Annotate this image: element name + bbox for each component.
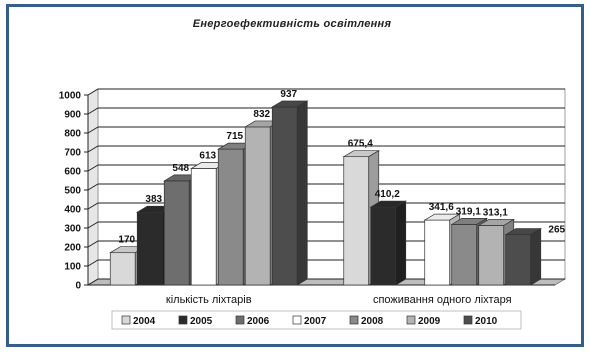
legend-box (111, 310, 522, 330)
y-tick-label: 800 (64, 129, 81, 140)
bar-front (478, 225, 505, 286)
gridline (87, 202, 565, 210)
legend-label: 2005 (190, 316, 213, 327)
gridline (87, 107, 565, 115)
bar-2010 (504, 228, 543, 286)
data-label: 937 (280, 89, 297, 100)
legend-label: 2008 (361, 316, 384, 327)
data-label: 383 (145, 194, 162, 205)
legend-swatch (178, 315, 188, 325)
legend-swatch (463, 315, 473, 325)
y-tick-label: 300 (64, 224, 81, 235)
data-label: 313,1 (483, 208, 508, 219)
bar-front (244, 126, 271, 286)
y-tick-label: 200 (64, 243, 81, 254)
bar-front (163, 180, 190, 286)
bar-front (109, 252, 136, 286)
data-label: 319,1 (456, 206, 481, 217)
gridline (87, 145, 565, 153)
bar-side (530, 228, 542, 286)
data-label: 832 (253, 109, 270, 120)
legend-label: 2009 (418, 316, 441, 327)
legend-label: 2006 (247, 316, 270, 327)
legend-label: 2004 (133, 316, 156, 327)
legend-label: 2007 (304, 316, 327, 327)
bar-layer (108, 100, 543, 286)
y-tick-label: 100 (64, 262, 81, 273)
chart-title: Енергоефективність освітлення (192, 18, 392, 30)
data-label: 170 (118, 235, 135, 246)
data-label: 265 (548, 225, 565, 236)
bar-front (424, 219, 451, 286)
data-label: 410,2 (375, 189, 400, 200)
bar-front (136, 211, 163, 286)
bar-front (271, 106, 298, 286)
gridline (87, 221, 565, 229)
bar-front (451, 224, 478, 286)
legend-swatch (406, 315, 416, 325)
y-tick-label: 600 (64, 167, 81, 178)
legend-swatch (349, 315, 359, 325)
bar-front (370, 206, 397, 286)
category-label: кількість ліхтарів (166, 294, 252, 306)
data-label: 675,4 (348, 139, 373, 150)
bar-front (505, 234, 532, 286)
bar-front (190, 168, 217, 286)
bar-2005 (369, 200, 408, 286)
label-layer: 170 383 548 613 715 832 937 675,4 410,2 341,6 319,… (118, 89, 565, 246)
data-label: 548 (172, 163, 189, 174)
gridline (87, 164, 565, 172)
gridline (87, 259, 565, 267)
y-tick-label: 0 (75, 281, 81, 292)
data-label: 715 (226, 131, 243, 142)
y-tick-label: 1000 (59, 91, 82, 102)
gridline (87, 278, 565, 286)
y-tick-label: 500 (64, 186, 81, 197)
gridline (87, 126, 565, 134)
bar-side (395, 200, 407, 286)
legend-swatch (235, 315, 245, 325)
y-tick-label: 700 (64, 148, 81, 159)
data-label: 341,6 (429, 202, 454, 213)
legend-label: 2010 (475, 316, 498, 327)
data-label: 613 (199, 151, 216, 162)
legend-swatch (121, 315, 131, 325)
gridline (87, 88, 565, 96)
bar-2010 (270, 100, 309, 286)
bar-front (343, 156, 370, 286)
bar-side (296, 100, 308, 286)
gridline (87, 240, 565, 248)
gridline (87, 183, 565, 191)
bar-front (217, 148, 244, 286)
legend-swatch (292, 315, 302, 325)
category-label: споживання одного ліхтаря (373, 294, 512, 306)
y-tick-label: 400 (64, 205, 81, 216)
legend: 2004 2005 2006 2007 2008 2009 2010 (111, 310, 522, 330)
y-tick-label: 900 (64, 110, 81, 121)
